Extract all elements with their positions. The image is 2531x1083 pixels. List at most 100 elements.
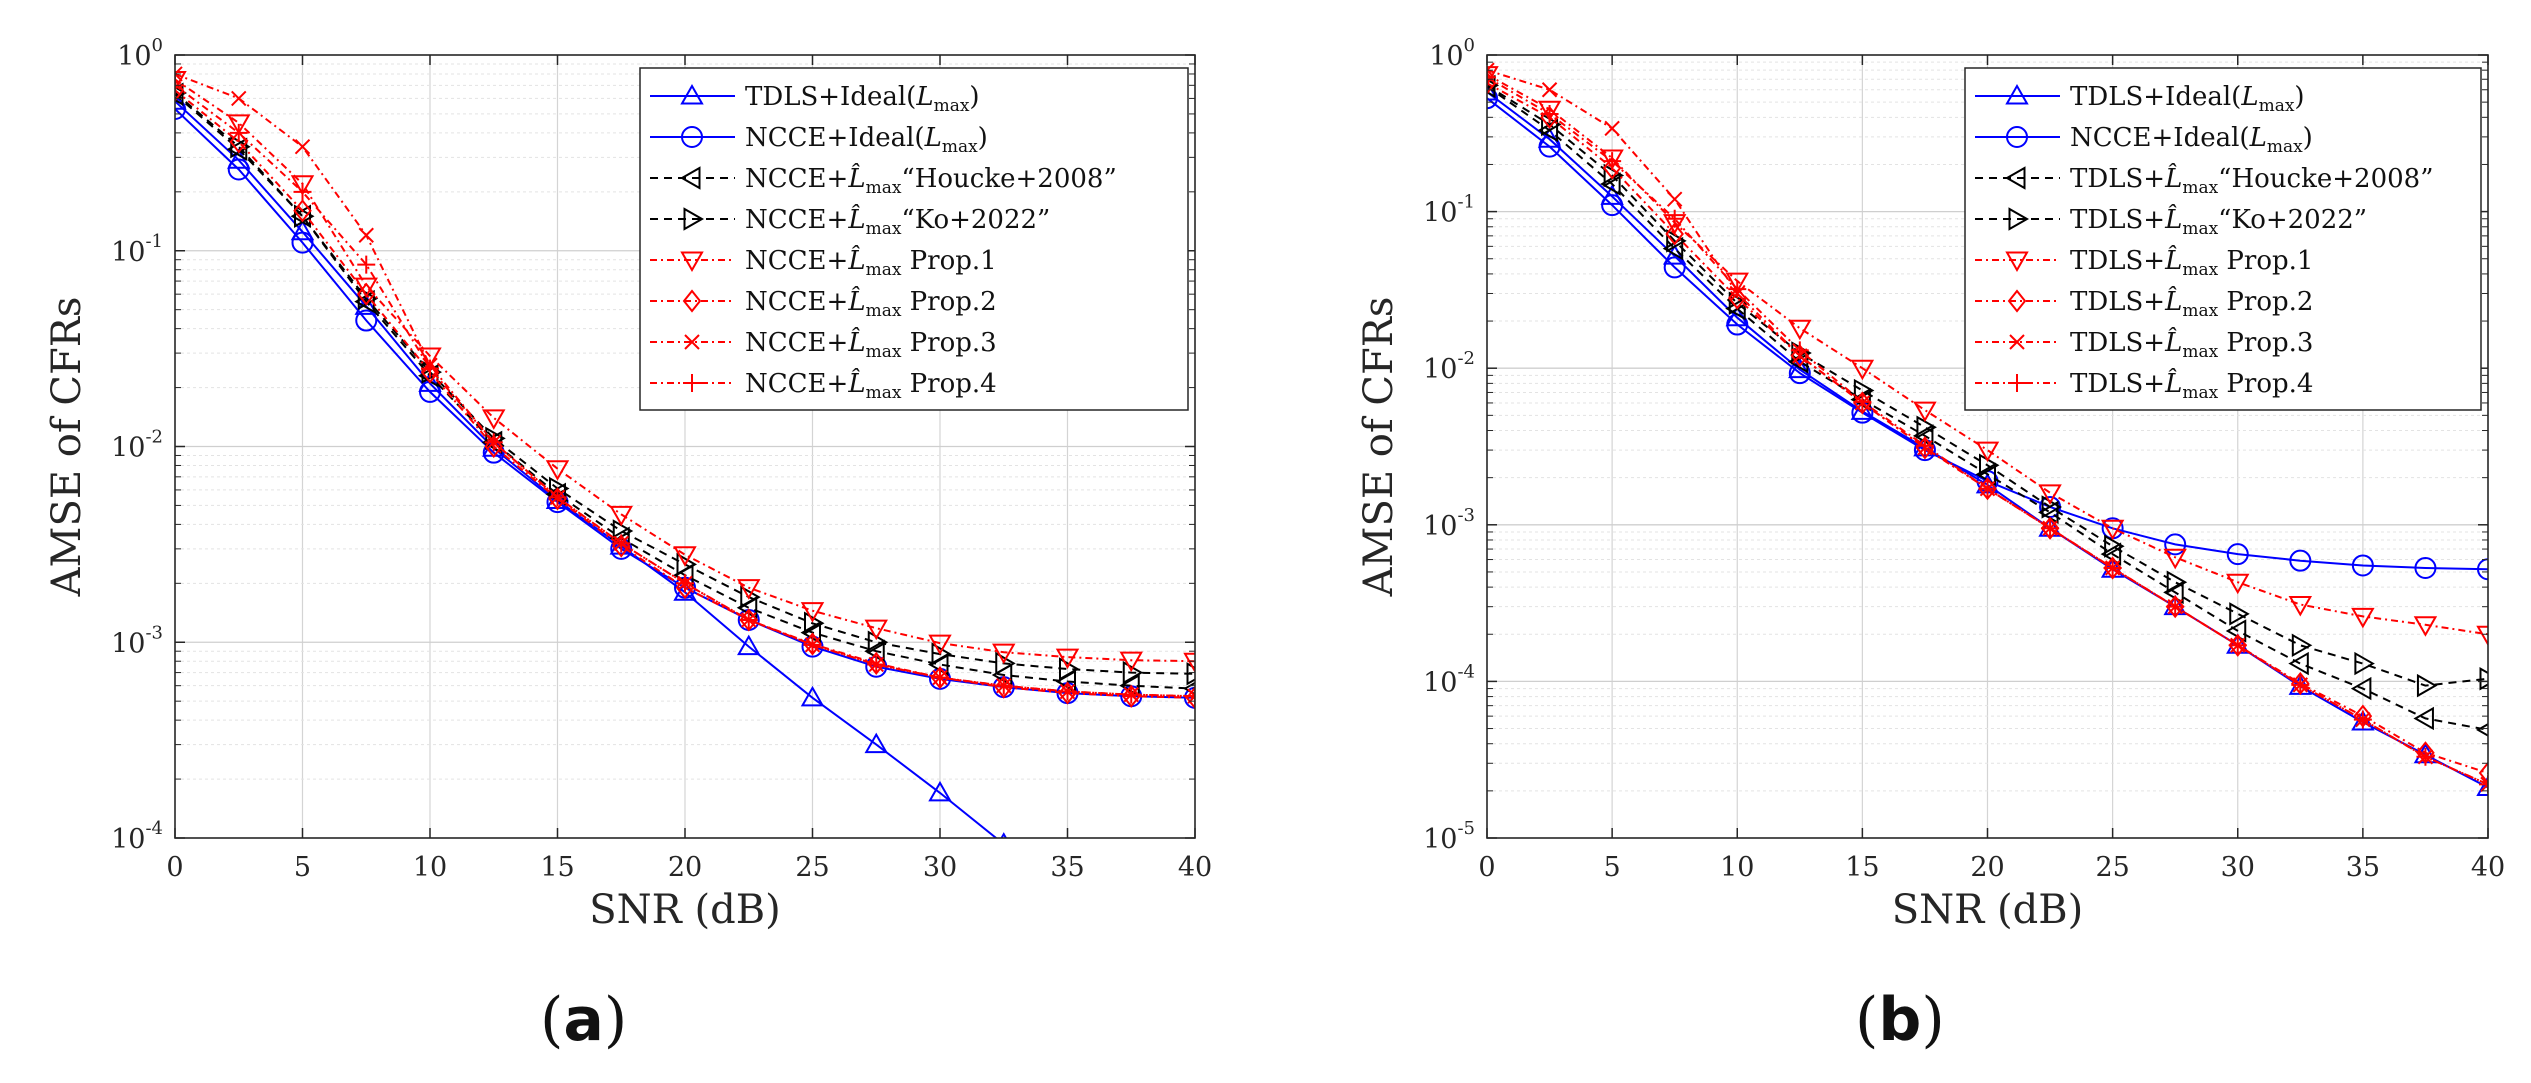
- data-point: [1915, 436, 1934, 455]
- data-point: [2413, 616, 2438, 637]
- data-point: [2476, 775, 2488, 797]
- y-tick-label: 10-1: [111, 231, 163, 268]
- legend-marker: [680, 251, 704, 273]
- data-point: [2288, 595, 2313, 617]
- data-point: [864, 619, 888, 641]
- data-point: [992, 643, 1016, 665]
- data-point: [175, 78, 185, 102]
- data-point: [293, 182, 312, 201]
- data-point: [2351, 554, 2374, 577]
- data-point: [1487, 87, 1498, 110]
- data-point: [175, 70, 187, 92]
- data-point: [609, 505, 633, 527]
- data-point: [1788, 319, 1812, 341]
- legend-marker: [683, 207, 705, 231]
- x-tick-label: 35: [1050, 852, 1084, 883]
- data-point: [1185, 686, 1195, 710]
- legend-marker: [2007, 289, 2027, 313]
- data-point: [1916, 415, 1937, 439]
- x-tick-label: 40: [2471, 852, 2505, 883]
- legend-label-1: NCCE+Ideal(Lmax): [2070, 123, 2313, 157]
- data-point: [612, 534, 631, 553]
- legend-label-2: NCCE+L̂max“Houcke+2008”: [745, 163, 1117, 198]
- y-tick-label: 10-3: [111, 622, 163, 659]
- data-point: [358, 227, 374, 243]
- data-point: [2166, 597, 2185, 616]
- data-point: [1487, 62, 1495, 78]
- series-layer: [1487, 62, 2488, 797]
- data-point: [1537, 100, 1562, 122]
- data-point: [2103, 558, 2122, 577]
- data-point: [2038, 484, 2062, 505]
- x-tick-label: 20: [668, 852, 702, 883]
- data-point: [484, 433, 503, 452]
- panel-label-b-letter: b: [1878, 985, 1922, 1055]
- data-point: [1663, 256, 1686, 279]
- data-point: [1540, 104, 1559, 123]
- x-tick-label: 10: [413, 852, 447, 883]
- legend-label-6: TDLS+L̂max Prop.3: [2070, 327, 2313, 362]
- y-tick-label: 100: [117, 35, 163, 72]
- legend-marker: [2005, 251, 2029, 273]
- x-tick-label: 30: [923, 852, 957, 883]
- legend-marker: [2006, 126, 2028, 148]
- data-point: [357, 255, 376, 274]
- y-tick-label: 10-1: [1423, 192, 1475, 229]
- data-point: [549, 476, 570, 501]
- x-tick-label: 30: [2221, 852, 2255, 883]
- x-axis-label: SNR (dB): [1892, 887, 2083, 933]
- data-point: [2475, 723, 2488, 737]
- legend-label-7: NCCE+L̂max Prop.4: [745, 368, 997, 403]
- data-point: [2228, 636, 2247, 655]
- data-point: [1727, 286, 1747, 310]
- x-tick-label: 0: [166, 852, 183, 883]
- data-point: [2041, 519, 2060, 538]
- data-point: [1058, 681, 1077, 705]
- data-point: [1119, 673, 1140, 698]
- data-point: [1541, 82, 1558, 98]
- x-tick-label: 40: [1178, 852, 1212, 883]
- legend-label-4: TDLS+L̂max Prop.1: [2070, 245, 2313, 280]
- data-point: [231, 90, 247, 107]
- series-layer: [175, 66, 1195, 838]
- legend-marker: [682, 289, 702, 313]
- x-tick-label: 15: [540, 852, 574, 883]
- panel-label-b: (b): [1855, 985, 1945, 1055]
- x-tick-label: 0: [1478, 852, 1495, 883]
- data-point: [1850, 359, 1875, 381]
- data-point: [1979, 453, 2000, 477]
- data-point: [2478, 761, 2488, 785]
- x-tick-label: 20: [1970, 852, 2004, 883]
- data-point: [1725, 272, 1749, 294]
- data-point: [2226, 573, 2250, 595]
- data-point: [2165, 595, 2185, 619]
- data-point: [930, 665, 950, 690]
- data-point: [676, 552, 698, 577]
- data-point: [2163, 548, 2187, 570]
- data-point: [739, 610, 758, 629]
- series-line-3: [1487, 84, 2488, 687]
- legend-marker: [2008, 374, 2026, 392]
- x-tick-label: 25: [2095, 852, 2129, 883]
- legend-marker: [2004, 166, 2026, 190]
- data-point: [1600, 149, 1624, 170]
- data-point: [421, 359, 439, 378]
- data-point: [2288, 651, 2309, 676]
- series-line-2: [1487, 85, 2488, 731]
- data-point: [2229, 602, 2250, 626]
- x-tick-label: 15: [1845, 852, 1879, 883]
- data-point: [864, 732, 888, 754]
- data-point: [291, 231, 314, 254]
- data-point: [293, 199, 312, 223]
- x-tick-label: 10: [1720, 852, 1754, 883]
- y-tick-label: 10-4: [111, 818, 163, 855]
- data-point: [1728, 291, 1750, 315]
- data-point: [1055, 648, 1080, 670]
- x-tick-label: 5: [294, 852, 311, 883]
- legend-box: [639, 67, 1189, 411]
- data-point: [1853, 392, 1872, 411]
- data-point: [1601, 194, 1624, 217]
- chart-b: 0 5 10 15 20 25 30 35 40 100 10-1 10-2 10-3 10-4 10-5 S…: [1356, 35, 2505, 933]
- panel-label-a-letter: a: [563, 985, 604, 1055]
